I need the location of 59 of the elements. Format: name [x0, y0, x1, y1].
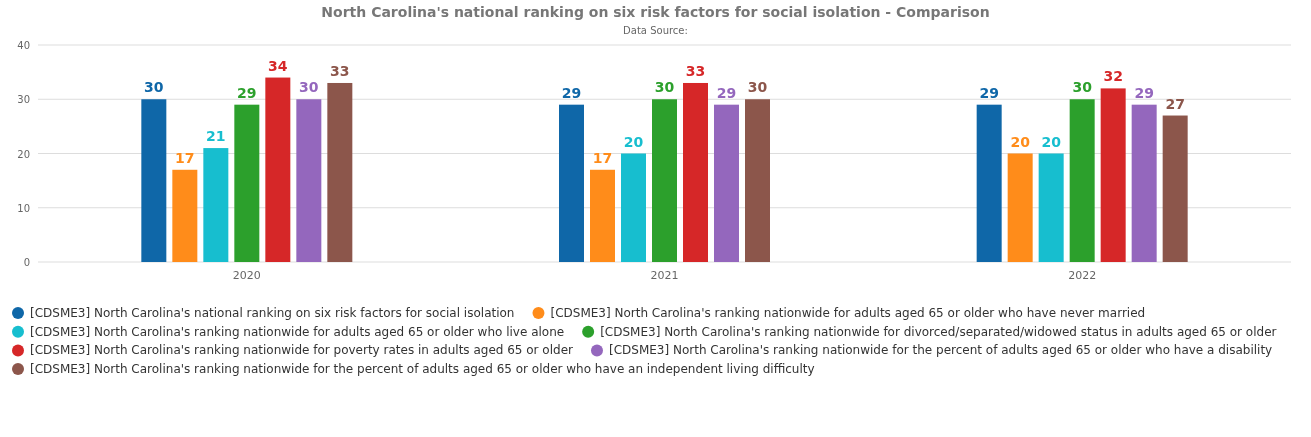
bar [1162, 115, 1188, 262]
legend-label: [CDSME3] North Carolina's ranking nationwide for divorced/separated/widowed status in adults aged 65 or older [600, 324, 1277, 339]
bar [652, 99, 677, 262]
bar [976, 104, 1002, 262]
y-tick-label: 0 [23, 257, 30, 268]
x-tick-label: 2021 [650, 269, 679, 282]
bar [296, 99, 322, 262]
data-label: 29 [561, 84, 582, 101]
data-label: 21 [206, 128, 226, 145]
data-label: 29 [1134, 84, 1154, 101]
bar [1100, 88, 1126, 262]
data-label: 30 [144, 79, 164, 96]
chart-subtitle: Data Source: [623, 25, 688, 36]
bar [621, 153, 646, 262]
legend-label: [CDSME3] North Carolina's ranking nationwide for the percent of adults aged 65 or older who have an independent living difficulty [30, 362, 815, 377]
data-label: 33 [330, 62, 350, 79]
legend-label: [CDSME3] North Carolina's national ranking on six risk factors for social isolation [30, 306, 515, 320]
data-label: 27 [1165, 95, 1185, 112]
legend-label: [CDSME3] North Carolina's ranking nationwide for adults aged 65 or older who have never married [550, 306, 1146, 320]
bar [1038, 153, 1064, 262]
data-label: 29 [237, 84, 257, 101]
legend-label: [CDSME3] North Carolina's ranking nationwide for the percent of adults aged 65 or older who have a disability [608, 343, 1273, 358]
legend-label: [CDSME3] North Carolina's ranking nationwide for adults aged 65 or older who live alone [30, 324, 565, 339]
data-label: 17 [175, 149, 195, 166]
x-tick-label: 2022 [1068, 269, 1097, 282]
data-label: 34 [268, 57, 288, 74]
data-label: 29 [716, 84, 737, 101]
bar [172, 169, 198, 262]
bar [714, 104, 739, 262]
y-tick-label: 40 [17, 40, 30, 51]
bar [327, 82, 353, 262]
bar [203, 148, 229, 262]
bar [559, 104, 584, 262]
data-label: 20 [623, 133, 644, 150]
bar [1007, 153, 1033, 262]
bar [234, 104, 260, 262]
data-label: 17 [592, 149, 613, 166]
data-label: 33 [685, 62, 706, 79]
data-label: 29 [979, 84, 999, 101]
data-label: 20 [1041, 133, 1062, 150]
y-tick-label: 10 [17, 202, 30, 214]
x-tick-label: 2020 [232, 269, 261, 282]
bar [265, 77, 291, 262]
data-label: 32 [1103, 68, 1123, 85]
bar [683, 82, 708, 262]
data-label: 30 [299, 79, 319, 96]
bar [745, 99, 770, 262]
data-label: 30 [747, 79, 768, 96]
y-tick-label: 30 [17, 94, 30, 106]
chart-title: North Carolina's national ranking on six risk factors for social isolation - Comparison [321, 4, 990, 20]
y-tick-label: 20 [17, 148, 30, 160]
bar [1069, 99, 1095, 262]
data-label: 30 [1072, 79, 1093, 96]
legend-label: [CDSME3] North Carolina's ranking nationwide for poverty rates in adults aged 65 or older [30, 343, 574, 358]
bar [590, 169, 615, 262]
data-label: 30 [654, 79, 675, 96]
bar [1131, 104, 1157, 262]
bar [141, 99, 167, 262]
data-label: 20 [1010, 133, 1031, 150]
